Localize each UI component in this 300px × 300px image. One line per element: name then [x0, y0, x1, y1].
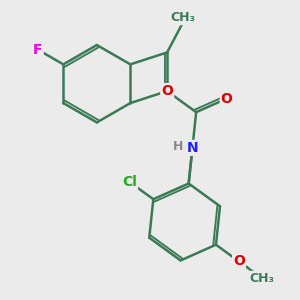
Text: O: O [233, 254, 245, 268]
Text: H: H [173, 140, 183, 153]
Text: N: N [187, 141, 198, 155]
Text: CH₃: CH₃ [250, 272, 274, 285]
Text: Cl: Cl [122, 175, 137, 189]
Text: F: F [33, 43, 43, 57]
Text: CH₃: CH₃ [171, 11, 196, 24]
Text: O: O [161, 84, 173, 98]
Text: O: O [221, 92, 232, 106]
